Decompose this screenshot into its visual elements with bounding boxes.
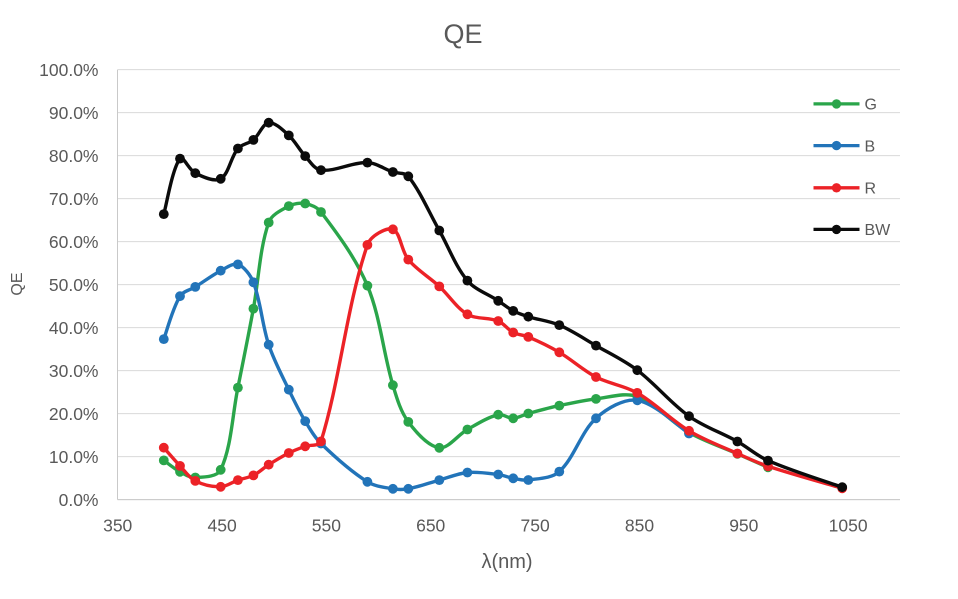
svg-text:λ(nm): λ(nm) xyxy=(481,551,532,573)
svg-text:350: 350 xyxy=(103,516,132,536)
svg-text:100.0%: 100.0% xyxy=(39,60,98,80)
svg-text:50.0%: 50.0% xyxy=(49,275,99,295)
svg-text:850: 850 xyxy=(625,516,654,536)
svg-text:80.0%: 80.0% xyxy=(49,146,99,166)
svg-text:R: R xyxy=(865,181,877,198)
svg-text:QE: QE xyxy=(443,19,482,49)
svg-text:20.0%: 20.0% xyxy=(49,404,99,424)
svg-text:1050: 1050 xyxy=(829,516,868,536)
svg-text:450: 450 xyxy=(207,516,236,536)
svg-text:QE: QE xyxy=(9,272,26,295)
svg-text:60.0%: 60.0% xyxy=(49,232,99,252)
svg-text:30.0%: 30.0% xyxy=(49,361,99,381)
svg-text:BW: BW xyxy=(865,222,892,239)
svg-text:550: 550 xyxy=(312,516,341,536)
svg-text:B: B xyxy=(865,138,876,155)
svg-text:G: G xyxy=(865,97,877,114)
svg-text:650: 650 xyxy=(416,516,445,536)
svg-text:90.0%: 90.0% xyxy=(49,103,99,123)
svg-text:750: 750 xyxy=(520,516,549,536)
svg-text:0.0%: 0.0% xyxy=(59,490,99,510)
svg-text:40.0%: 40.0% xyxy=(49,318,99,338)
svg-text:10.0%: 10.0% xyxy=(49,447,99,467)
svg-text:70.0%: 70.0% xyxy=(49,189,99,209)
svg-text:950: 950 xyxy=(729,516,758,536)
